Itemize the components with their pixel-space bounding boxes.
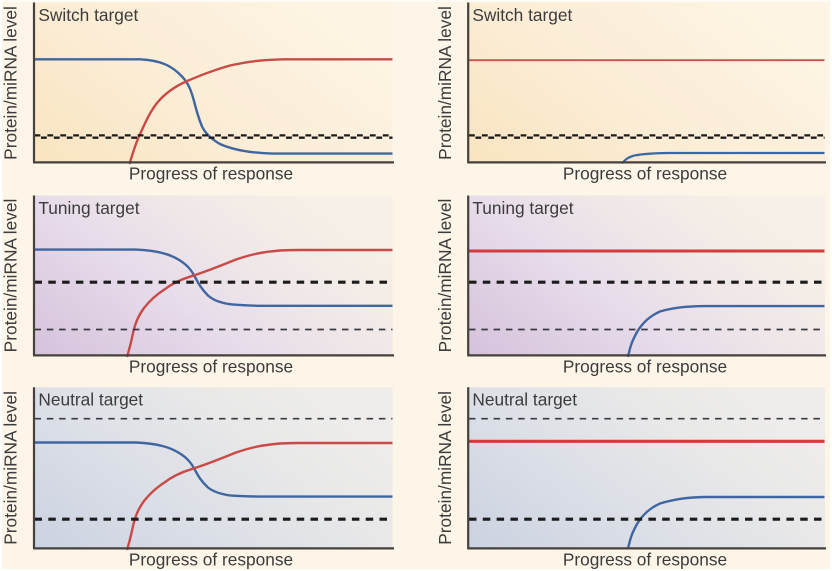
svg-text:Protein/miRNA level: Protein/miRNA level xyxy=(1,6,21,160)
svg-text:Progress of response: Progress of response xyxy=(129,549,293,569)
svg-text:Protein/miRNA level: Protein/miRNA level xyxy=(435,391,455,545)
svg-text:Progress of response: Progress of response xyxy=(563,549,727,569)
svg-text:Neutral target: Neutral target xyxy=(38,389,143,409)
svg-text:Progress of response: Progress of response xyxy=(563,163,727,183)
svg-text:Tuning target: Tuning target xyxy=(38,198,139,218)
svg-text:Progress of response: Progress of response xyxy=(129,356,293,376)
svg-text:Protein/miRNA level: Protein/miRNA level xyxy=(1,391,21,545)
svg-text:Neutral target: Neutral target xyxy=(472,389,577,409)
svg-text:Progress of response: Progress of response xyxy=(563,356,727,376)
svg-text:Switch target: Switch target xyxy=(472,5,572,25)
svg-text:Progress of response: Progress of response xyxy=(129,163,293,183)
svg-text:Tuning target: Tuning target xyxy=(472,198,573,218)
svg-text:Protein/miRNA level: Protein/miRNA level xyxy=(435,6,455,160)
svg-text:Protein/miRNA level: Protein/miRNA level xyxy=(435,199,455,353)
svg-text:Protein/miRNA level: Protein/miRNA level xyxy=(1,199,21,353)
svg-text:Switch target: Switch target xyxy=(38,5,138,25)
